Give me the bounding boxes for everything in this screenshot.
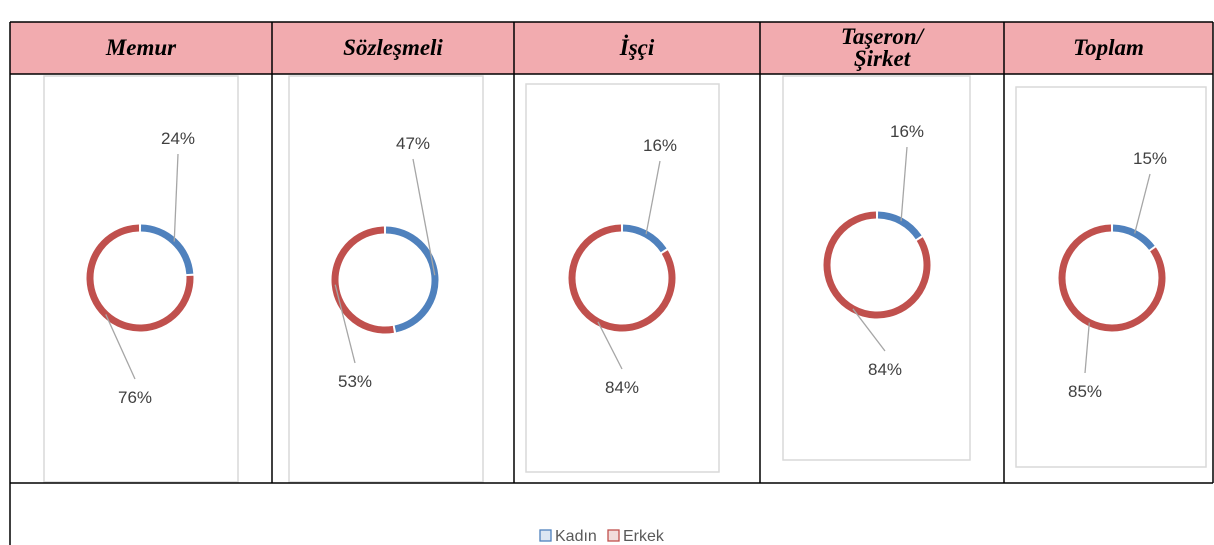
data-label: 53% (338, 372, 372, 391)
column-header: Toplam (1073, 35, 1144, 60)
leader-line (1134, 173, 1151, 234)
data-label: 16% (890, 122, 924, 141)
data-label: 84% (605, 378, 639, 397)
column-header: Taşeron/Şirket (841, 24, 926, 71)
chart-frame (288, 75, 484, 483)
donut-segment (86, 224, 194, 332)
donut-segment (622, 224, 667, 253)
chart-frame (43, 75, 239, 483)
legend-swatch (607, 529, 620, 542)
donut-segment (1058, 224, 1166, 332)
leader-line (173, 153, 179, 242)
leader-line (412, 158, 436, 276)
leader-line (852, 308, 886, 352)
data-label: 47% (396, 134, 430, 153)
chart-frame (1015, 86, 1207, 468)
data-label: 15% (1133, 149, 1167, 168)
data-label: 76% (118, 388, 152, 407)
data-label: 85% (1068, 382, 1102, 401)
donut-segment (877, 211, 922, 240)
donut-segment (331, 226, 394, 334)
chart-frame (782, 75, 971, 461)
chart-frame (525, 83, 720, 473)
legend-label: Erkek (623, 528, 665, 545)
data-label: 16% (643, 136, 677, 155)
leader-line (105, 314, 136, 380)
leader-line (900, 146, 908, 222)
column-header: İşçi (619, 34, 655, 60)
leader-line (597, 321, 623, 370)
leader-line (334, 284, 356, 364)
column-header: Sözleşmeli (343, 35, 443, 60)
donut-segment (568, 224, 676, 332)
leader-line (1084, 322, 1090, 374)
legend-swatch (539, 529, 552, 542)
donut-segment (1112, 224, 1155, 251)
donut-segment (385, 226, 439, 333)
leader-line (645, 160, 661, 235)
data-label: 84% (868, 360, 902, 379)
donut-segment (823, 211, 931, 319)
data-label: 24% (161, 129, 195, 148)
donut-segment (140, 224, 194, 275)
legend-label: Kadın (555, 528, 597, 545)
header-row (10, 22, 1213, 74)
column-header: Memur (105, 35, 177, 60)
